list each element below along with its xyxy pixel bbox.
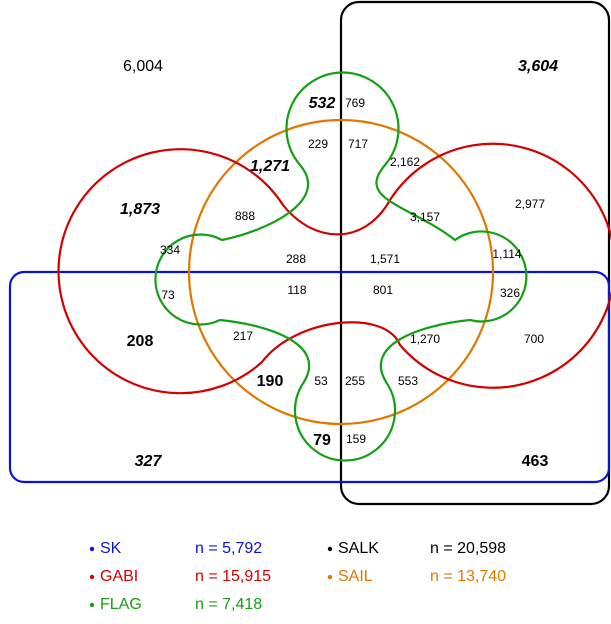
region-count: 288 <box>286 252 306 266</box>
legend-bullet <box>327 574 333 580</box>
legend-count: n = 5,792 <box>195 540 262 557</box>
flag-set <box>154 71 528 462</box>
legend-bullet <box>89 546 95 552</box>
region-count: 6,004 <box>123 58 163 75</box>
region-count: 1,271 <box>250 158 290 175</box>
region-count: 327 <box>135 453 163 470</box>
region-count: 208 <box>127 333 154 350</box>
region-count: 2,162 <box>390 155 420 169</box>
region-count: 1,873 <box>120 201 160 218</box>
region-count: 190 <box>257 373 284 390</box>
region-count: 553 <box>398 374 418 388</box>
region-count: 217 <box>233 329 253 343</box>
region-count: 717 <box>348 137 368 151</box>
region-count: 118 <box>287 283 306 297</box>
region-count: 769 <box>345 96 365 110</box>
region-count: 888 <box>235 209 255 223</box>
region-count: 255 <box>345 374 365 388</box>
legend-bullet <box>327 546 333 552</box>
region-count: 53 <box>314 374 328 388</box>
legend-count: n = 13,740 <box>430 568 506 585</box>
legend-count: n = 15,915 <box>195 568 271 585</box>
gabi-set <box>57 142 611 395</box>
region-count: 3,157 <box>410 210 440 224</box>
region-count: 3,604 <box>518 58 558 75</box>
sail-set <box>187 118 495 426</box>
region-count: 2,977 <box>515 197 545 211</box>
legend-name: SALK <box>338 540 379 557</box>
region-count: 801 <box>373 283 393 297</box>
region-count: 159 <box>346 432 366 446</box>
legend-count: n = 20,598 <box>430 540 506 557</box>
legend-name: GABI <box>100 568 138 585</box>
region-count: 1,270 <box>410 332 440 346</box>
legend-name: FLAG <box>100 596 142 613</box>
region-count: 73 <box>161 288 175 302</box>
region-count: 463 <box>522 453 549 470</box>
region-count: 229 <box>308 137 328 151</box>
legend-count: n = 7,418 <box>195 596 262 613</box>
region-count: 79 <box>313 432 331 449</box>
region-count: 700 <box>524 332 544 346</box>
legend-name: SK <box>100 540 122 557</box>
legend-name: SAIL <box>338 568 373 585</box>
legend-bullet <box>89 602 95 608</box>
salk-set <box>339 0 611 506</box>
region-count: 326 <box>500 286 520 300</box>
region-count: 334 <box>160 243 180 257</box>
region-count: 1,571 <box>370 252 400 266</box>
region-count: 532 <box>309 95 336 112</box>
region-count: 1,114 <box>492 247 521 261</box>
sk-set <box>8 270 611 484</box>
legend-bullet <box>89 574 95 580</box>
